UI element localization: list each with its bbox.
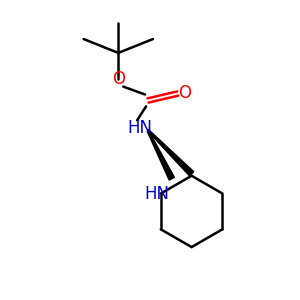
Polygon shape xyxy=(148,130,194,176)
Text: O: O xyxy=(112,70,125,88)
Text: HN: HN xyxy=(128,119,153,137)
Polygon shape xyxy=(147,131,175,180)
Text: HN: HN xyxy=(144,184,169,202)
Text: O: O xyxy=(178,83,191,101)
